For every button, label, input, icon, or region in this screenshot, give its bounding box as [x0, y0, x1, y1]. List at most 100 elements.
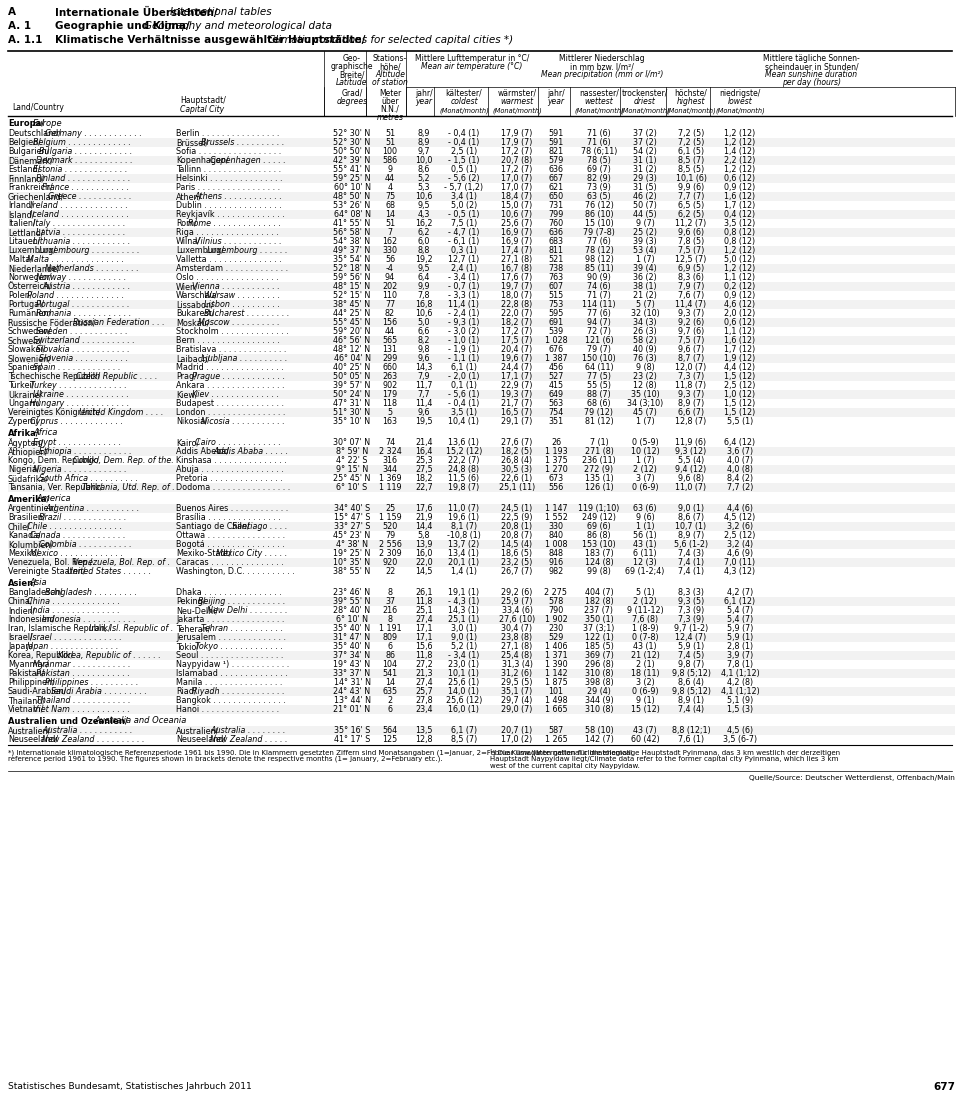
Text: 10,1 (1): 10,1 (1)	[448, 669, 479, 678]
Text: 32 (10): 32 (10)	[631, 309, 660, 318]
Text: Breite/: Breite/	[339, 70, 365, 79]
Text: 1 119: 1 119	[378, 483, 401, 492]
Text: Germany . . . . . . . . . . . .: Germany . . . . . . . . . . . .	[45, 129, 142, 138]
Text: 73 (9): 73 (9)	[588, 183, 611, 192]
Text: 677: 677	[933, 1082, 955, 1092]
Text: höhe/: höhe/	[379, 62, 401, 71]
Text: 25,3: 25,3	[415, 456, 433, 465]
Text: 56 (1): 56 (1)	[634, 531, 657, 540]
Text: 9,7: 9,7	[418, 147, 430, 155]
Text: 7,4 (5): 7,4 (5)	[678, 652, 704, 660]
Text: 81 (12): 81 (12)	[585, 417, 613, 426]
Text: 9,6 (6): 9,6 (6)	[678, 228, 704, 237]
Text: - 9,3 (1): - 9,3 (1)	[448, 318, 480, 327]
Text: 6,1 (7): 6,1 (7)	[451, 726, 477, 735]
Text: 9,8 (5;12): 9,8 (5;12)	[671, 669, 710, 678]
Text: 14,4: 14,4	[416, 522, 433, 531]
Text: 44 (5): 44 (5)	[634, 210, 657, 219]
Text: Dodoma . . . . . . . . . . . . . . . .: Dodoma . . . . . . . . . . . . . . . .	[176, 483, 290, 492]
Text: 13,9: 13,9	[416, 540, 433, 549]
Bar	[8, 726, 955, 735]
Text: Athens . . . . . . . . . . . .: Athens . . . . . . . . . . . .	[195, 192, 282, 201]
Text: 34 (3): 34 (3)	[634, 318, 657, 327]
Text: highest: highest	[677, 97, 706, 106]
Text: - 4,7 (1): - 4,7 (1)	[448, 228, 480, 237]
Text: Korea, Republik/: Korea, Republik/	[8, 652, 73, 660]
Text: 25 (2): 25 (2)	[633, 228, 657, 237]
Text: (Monat/month): (Monat/month)	[620, 107, 670, 114]
Text: 19,5: 19,5	[415, 417, 433, 426]
Text: 20,8 (7): 20,8 (7)	[501, 531, 533, 540]
Text: (Monat/month): (Monat/month)	[715, 107, 765, 114]
Text: 26: 26	[551, 438, 561, 447]
Text: 1,4 (12): 1,4 (12)	[725, 147, 756, 155]
Text: 38° 45' N: 38° 45' N	[333, 300, 371, 309]
Bar	[8, 540, 955, 549]
Text: Saudi Arabia . . . . . . . . .: Saudi Arabia . . . . . . . . .	[52, 687, 147, 696]
Text: 595: 595	[548, 309, 564, 318]
Text: 85 (11): 85 (11)	[585, 264, 613, 273]
Text: 4° 22' S: 4° 22' S	[336, 456, 368, 465]
Text: 17,6: 17,6	[416, 504, 433, 512]
Bar	[8, 345, 955, 354]
Bar	[8, 237, 955, 245]
Text: 9,7 (6): 9,7 (6)	[678, 327, 704, 336]
Text: 52° 15' N: 52° 15' N	[333, 291, 371, 300]
Text: 36 (2): 36 (2)	[634, 273, 657, 283]
Bar	[8, 309, 955, 318]
Text: 0,9 (12): 0,9 (12)	[725, 291, 756, 300]
Bar	[8, 678, 955, 687]
Text: 46° 56' N: 46° 56' N	[333, 336, 371, 345]
Text: Australien/: Australien/	[8, 726, 52, 735]
Text: 19,6 (7): 19,6 (7)	[501, 354, 533, 364]
Text: 11,4: 11,4	[416, 399, 433, 408]
Text: Kolumbien/: Kolumbien/	[8, 540, 53, 549]
Text: 691: 691	[548, 318, 564, 327]
Text: 35,1 (7): 35,1 (7)	[501, 687, 533, 696]
Text: Vienna . . . . . . . . . . . .: Vienna . . . . . . . . . . . .	[191, 283, 279, 291]
Text: 9 (7): 9 (7)	[636, 219, 655, 228]
Bar	[8, 650, 955, 659]
Bar	[8, 669, 955, 678]
Text: 4,4 (12): 4,4 (12)	[725, 364, 756, 372]
Text: 78 (5): 78 (5)	[588, 155, 611, 165]
Text: 7,4 (3): 7,4 (3)	[678, 549, 704, 558]
Text: Viet Nam . . . . . . . . . . . .: Viet Nam . . . . . . . . . . . .	[33, 705, 130, 714]
Text: 1,1 (12): 1,1 (12)	[725, 273, 756, 283]
Text: - 0,7 (1): - 0,7 (1)	[448, 283, 480, 291]
Text: 2,4 (1): 2,4 (1)	[451, 264, 477, 273]
Text: 1,5 (12): 1,5 (12)	[725, 408, 756, 417]
Text: 1 (8-9): 1 (8-9)	[632, 624, 659, 633]
Text: 35° 40' N: 35° 40' N	[333, 642, 371, 652]
Text: 15° 47' S: 15° 47' S	[334, 512, 371, 522]
Text: 9,8: 9,8	[418, 345, 430, 354]
Text: 4,0 (7): 4,0 (7)	[727, 456, 753, 465]
Text: 5,4 (7): 5,4 (7)	[727, 606, 754, 615]
Bar	[8, 416, 955, 426]
Bar	[8, 245, 955, 254]
Text: Mexiko-Stadt/: Mexiko-Stadt/	[176, 549, 231, 558]
Text: Prag/: Prag/	[176, 372, 197, 381]
Text: 811: 811	[548, 246, 564, 255]
Text: Kinshasa . . . . . . . . . . . . . . .: Kinshasa . . . . . . . . . . . . . . .	[176, 456, 287, 465]
Text: 249 (12): 249 (12)	[582, 512, 616, 522]
Text: 351: 351	[548, 417, 564, 426]
Text: 52° 30' N: 52° 30' N	[333, 138, 371, 147]
Text: 563: 563	[548, 399, 564, 408]
Text: 3,5 (6-7): 3,5 (6-7)	[723, 735, 757, 744]
Text: Hungary . . . . . . . . . . . . .: Hungary . . . . . . . . . . . . .	[30, 399, 129, 408]
Text: 7,4 (1): 7,4 (1)	[678, 567, 704, 576]
Text: 22,8 (8): 22,8 (8)	[501, 300, 533, 309]
Text: 9,0 (1): 9,0 (1)	[451, 633, 477, 642]
Text: 539: 539	[548, 327, 564, 336]
Text: Bucharest . . . . . . . . .: Bucharest . . . . . . . . .	[204, 309, 289, 318]
Text: - 0,4 (1): - 0,4 (1)	[448, 129, 480, 138]
Text: Mean precipitation (mm or l/m²): Mean precipitation (mm or l/m²)	[540, 70, 663, 79]
Bar	[8, 399, 955, 407]
Text: 40° 25' N: 40° 25' N	[333, 364, 371, 372]
Text: 22,0 (7): 22,0 (7)	[501, 309, 533, 318]
Text: 23 (2): 23 (2)	[633, 372, 657, 381]
Text: 0,6 (12): 0,6 (12)	[725, 318, 756, 327]
Text: 98 (12): 98 (12)	[585, 255, 613, 264]
Text: 7,5 (7): 7,5 (7)	[678, 246, 705, 255]
